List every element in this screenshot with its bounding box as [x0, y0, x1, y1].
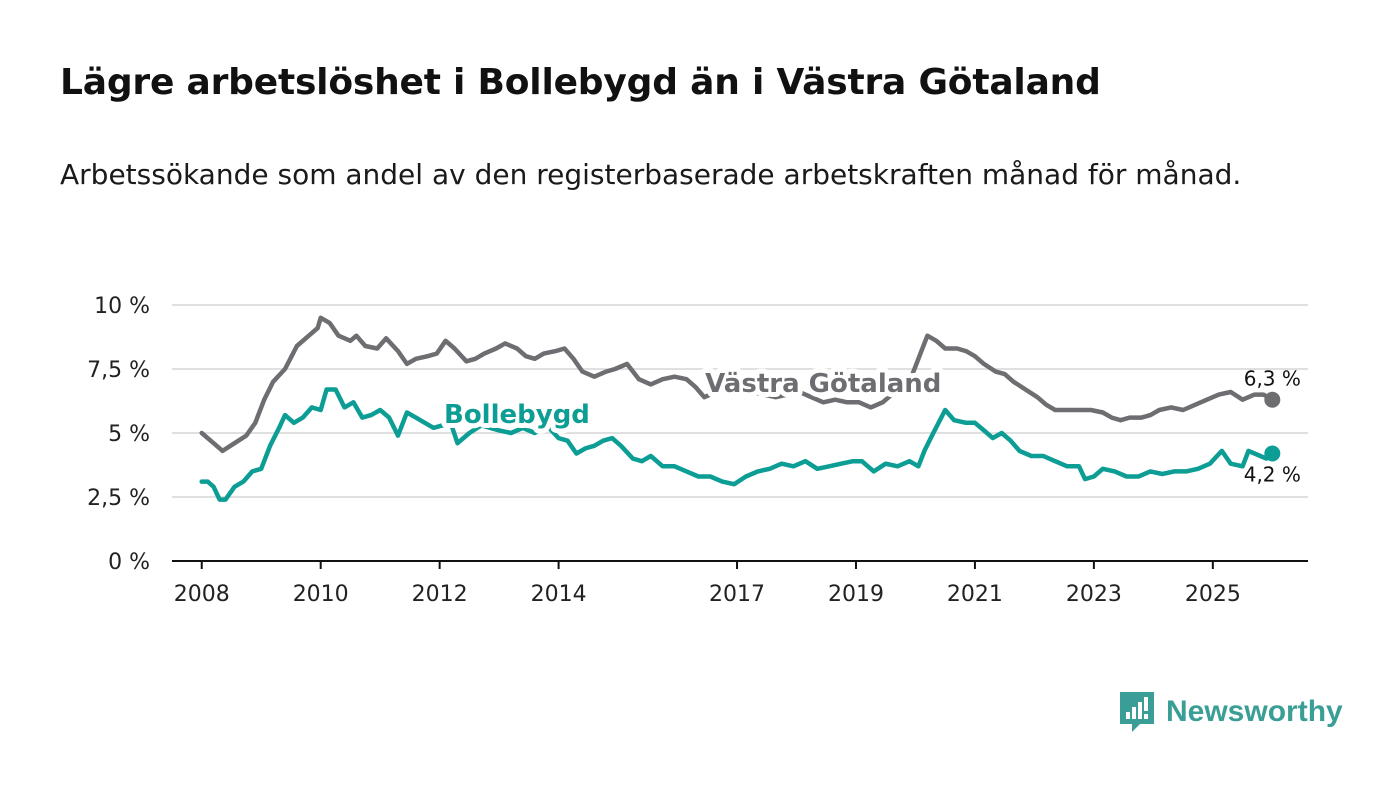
series-name-label: Västra Götaland [705, 369, 941, 399]
x-tick-label: 2010 [293, 582, 349, 607]
axes: 0 % 2,5 % 5 % 7,5 % 10 % 2008 2010 2012 2014 2017… [87, 294, 1308, 607]
series-line-bollebygd [199, 387, 1275, 502]
x-tick-label: 2025 [1185, 582, 1241, 607]
chart-subtitle: Arbetssökande som andel av den registerb… [60, 158, 1242, 191]
x-tick-label: 2008 [174, 582, 230, 607]
series-labels: 6,3 % 4,2 % Västra Götaland Bollebygd [439, 364, 1301, 486]
x-tick-label: 2017 [709, 582, 765, 607]
y-tick-label: 10 % [94, 294, 150, 319]
y-tick-label: 2,5 % [87, 486, 150, 511]
x-tick-label: 2021 [947, 582, 1003, 607]
series-line-vastra-gotaland [199, 315, 1275, 454]
x-tick-label: 2023 [1066, 582, 1122, 607]
y-tick-label: 5 % [108, 422, 150, 447]
newsworthy-logo-icon [1120, 692, 1154, 732]
chart-title: Lägre arbetslöshet i Bollebygd än i Väst… [60, 62, 1101, 103]
series-end-label: 4,2 % [1244, 462, 1301, 486]
series-lines [199, 315, 1281, 502]
x-tick-label: 2019 [828, 582, 884, 607]
grid-lines [172, 304, 1308, 498]
y-tick-label: 7,5 % [87, 358, 150, 383]
brand-name: Newsworthy [1166, 695, 1343, 728]
x-tick-label: 2012 [412, 582, 468, 607]
brand-logo: Newsworthy [1118, 690, 1343, 734]
x-tick-label: 2014 [531, 582, 587, 607]
series-end-marker [1264, 445, 1281, 462]
series-end-label: 6,3 % [1244, 367, 1301, 391]
series-name-label: Bollebygd [444, 400, 590, 430]
y-tick-label: 0 % [108, 550, 150, 575]
series-end-marker [1264, 391, 1281, 408]
